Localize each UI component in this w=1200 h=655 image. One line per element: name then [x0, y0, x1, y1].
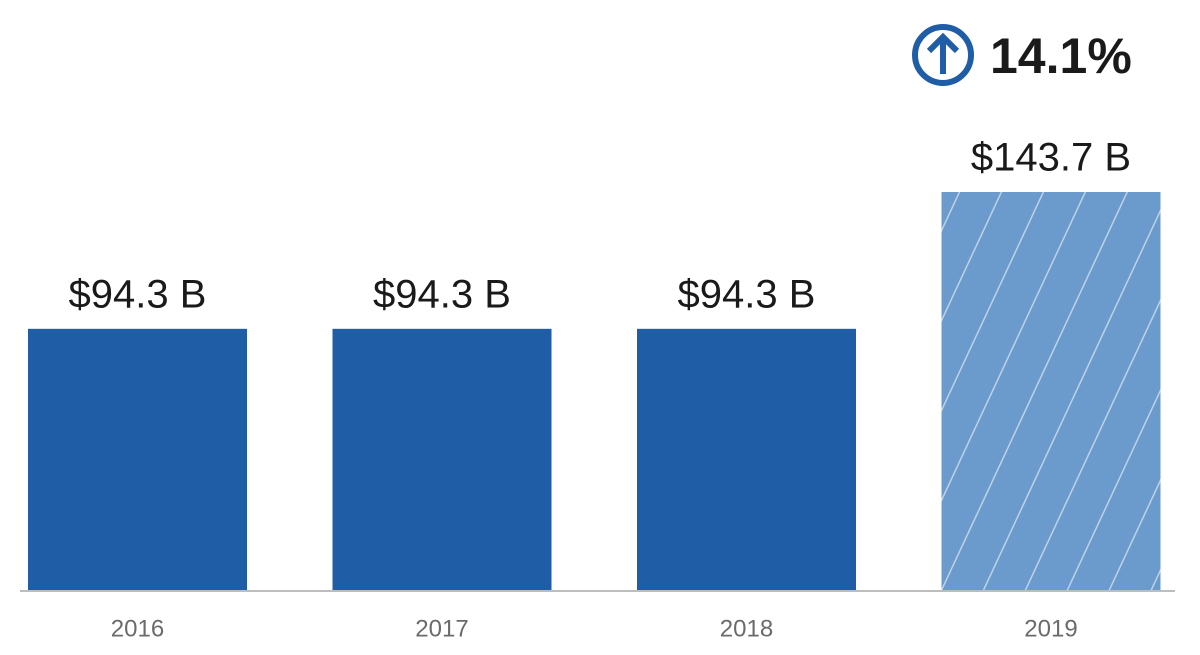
- x-tick-label: 2016: [111, 615, 164, 642]
- bar: [637, 328, 856, 590]
- value-label: $94.3 B: [678, 272, 816, 316]
- bar: [28, 328, 247, 590]
- bar: [332, 328, 552, 590]
- value-label: $94.3 B: [373, 272, 511, 316]
- value-label: $94.3 B: [69, 272, 207, 316]
- up-arrow-icon: [912, 24, 974, 86]
- change-annotation: 14.1%: [990, 28, 1132, 84]
- value-label: $143.7 B: [971, 136, 1131, 180]
- x-tick-label: 2017: [415, 615, 468, 642]
- bar-hatch: [941, 192, 1161, 590]
- x-tick-label: 2019: [1024, 615, 1077, 642]
- x-tick-label: 2018: [720, 615, 773, 642]
